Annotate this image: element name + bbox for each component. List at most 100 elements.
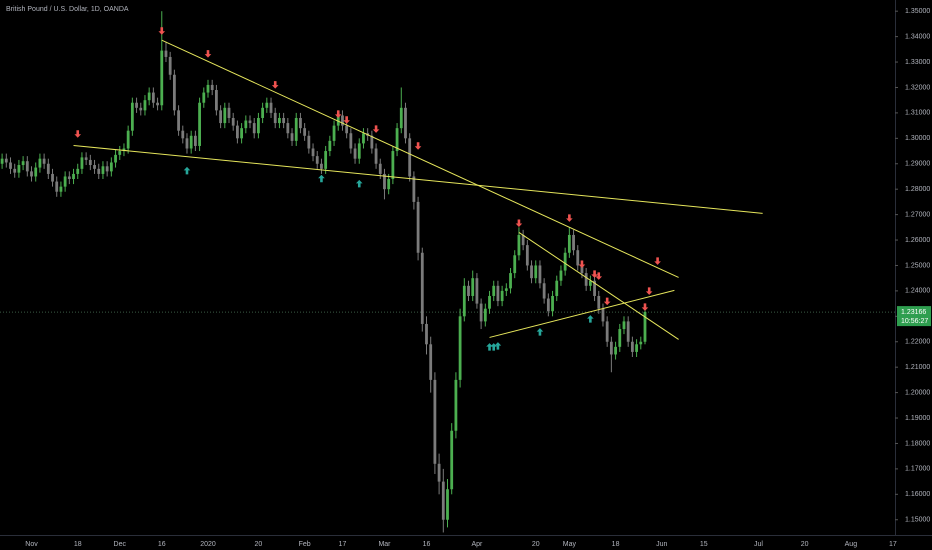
candle-body bbox=[441, 481, 445, 520]
candle-body bbox=[114, 154, 117, 163]
candle-body bbox=[4, 158, 8, 163]
candle-body bbox=[362, 133, 365, 144]
x-tick-label: 2020 bbox=[200, 541, 216, 548]
x-tick-label: 20 bbox=[255, 541, 263, 548]
candle-body bbox=[521, 234, 525, 246]
candle-body bbox=[273, 112, 277, 124]
candle-body bbox=[563, 252, 567, 271]
candle-body bbox=[467, 285, 470, 296]
candle-body bbox=[324, 151, 328, 169]
candle-body bbox=[55, 181, 59, 192]
buy-arrow bbox=[486, 343, 493, 351]
candle-body bbox=[214, 90, 218, 111]
candle-body bbox=[193, 135, 197, 146]
buy-arrow bbox=[318, 174, 325, 183]
y-tick-label: 1.27000 bbox=[905, 211, 930, 218]
candle-body bbox=[483, 308, 487, 322]
candle-body bbox=[282, 117, 286, 124]
y-tick-label: 1.15000 bbox=[905, 517, 930, 524]
candle-body bbox=[231, 117, 235, 126]
candle-body bbox=[500, 290, 504, 302]
candle-body bbox=[244, 120, 248, 129]
sell-arrow bbox=[515, 219, 523, 228]
candle-body bbox=[303, 128, 307, 136]
candle-body bbox=[299, 117, 302, 129]
y-tick-label: 1.29000 bbox=[905, 161, 930, 168]
y-tick-label: 1.19000 bbox=[905, 415, 930, 422]
candle-body bbox=[399, 107, 403, 129]
candle-body bbox=[404, 107, 407, 139]
sell-arrow bbox=[158, 27, 166, 35]
candle-body bbox=[551, 295, 554, 312]
x-tick-label: Apr bbox=[471, 541, 483, 548]
candle-body bbox=[202, 92, 206, 103]
candle-body bbox=[395, 128, 399, 152]
x-tick-label: Jul bbox=[754, 541, 763, 548]
sell-arrow bbox=[372, 125, 380, 133]
candle-body bbox=[109, 162, 113, 172]
candle-body bbox=[416, 201, 420, 253]
buy-arrow bbox=[494, 342, 502, 350]
candle-body bbox=[17, 165, 21, 173]
candle-body bbox=[597, 295, 601, 309]
x-tick-label: Dec bbox=[114, 541, 127, 548]
candle-body bbox=[341, 115, 344, 126]
candle-body bbox=[265, 102, 269, 108]
candle-body bbox=[383, 173, 386, 190]
candle-body bbox=[555, 280, 559, 296]
candle-body bbox=[328, 140, 332, 152]
candle-body bbox=[219, 110, 222, 124]
y-tick-label: 1.33000 bbox=[905, 59, 930, 66]
x-tick-label: Jun bbox=[656, 541, 667, 548]
candle-body bbox=[34, 167, 38, 177]
candle-body bbox=[130, 102, 134, 131]
trendline bbox=[518, 231, 679, 340]
sell-arrow bbox=[603, 297, 611, 306]
sell-arrow bbox=[591, 270, 598, 278]
candle-body bbox=[139, 107, 143, 111]
candle-body bbox=[614, 346, 617, 355]
sell-arrow bbox=[595, 272, 603, 280]
candle-body bbox=[639, 341, 643, 345]
candle-body bbox=[122, 148, 126, 152]
candle-body bbox=[105, 166, 109, 172]
sell-arrow bbox=[204, 50, 212, 58]
candle-body bbox=[59, 186, 63, 192]
y-tick-label: 1.34000 bbox=[905, 33, 930, 40]
candle-body bbox=[517, 234, 521, 256]
candle-body bbox=[80, 157, 84, 169]
sell-arrow bbox=[578, 260, 586, 268]
candle-body bbox=[151, 92, 155, 103]
candle-body bbox=[374, 148, 378, 164]
candle-body bbox=[311, 148, 315, 157]
candle-body bbox=[320, 163, 323, 169]
x-tick-label: 17 bbox=[889, 541, 897, 548]
candle-body bbox=[172, 74, 176, 111]
buy-arrow bbox=[587, 315, 594, 323]
candle-body bbox=[622, 321, 626, 330]
x-tick-label: 18 bbox=[612, 541, 620, 548]
candle-body bbox=[525, 245, 529, 266]
candle-body bbox=[42, 158, 46, 164]
last-price-label: 1.23166 bbox=[901, 309, 926, 316]
candle-body bbox=[72, 173, 75, 180]
candle-body bbox=[425, 323, 428, 345]
last-price-box bbox=[897, 306, 931, 327]
candle-body bbox=[496, 285, 500, 302]
candle-body bbox=[290, 133, 294, 141]
candle-body bbox=[156, 102, 159, 106]
candle-body bbox=[261, 107, 265, 118]
candle-body bbox=[357, 143, 361, 159]
candle-body bbox=[504, 288, 508, 291]
candle-body bbox=[185, 138, 189, 149]
candle-body bbox=[580, 265, 584, 274]
candle-body bbox=[588, 280, 592, 286]
candle-body bbox=[206, 84, 210, 93]
candle-body bbox=[51, 173, 54, 182]
candle-body bbox=[353, 148, 357, 159]
candle-body bbox=[332, 125, 336, 141]
candle-body bbox=[236, 125, 239, 139]
candle-body bbox=[76, 168, 80, 174]
x-tick-label: 17 bbox=[339, 541, 347, 548]
trendline bbox=[73, 144, 763, 214]
